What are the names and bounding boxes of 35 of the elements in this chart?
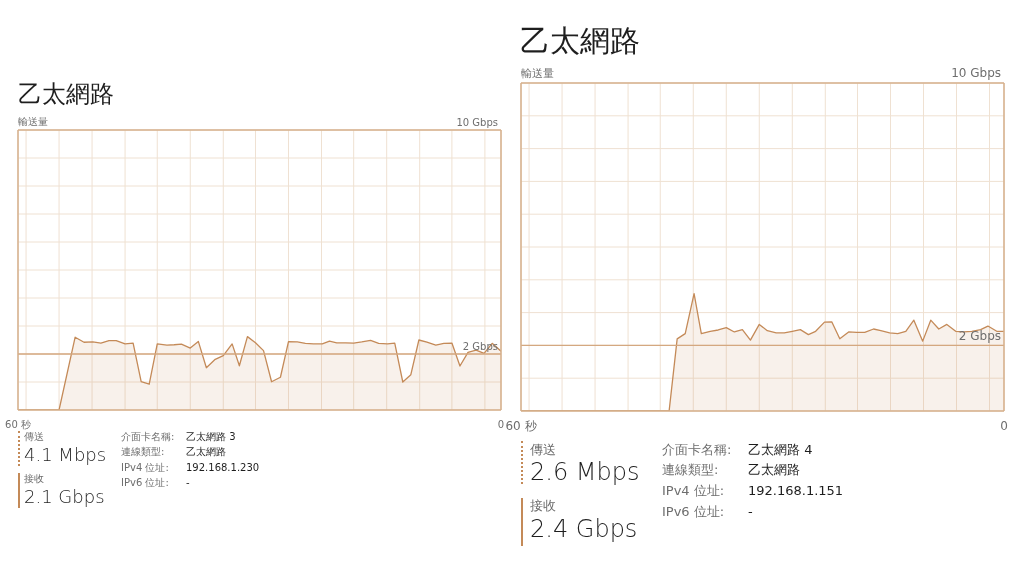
text: 2.4 Gbps (530, 515, 638, 544)
y-axis-title: 輸送量 (18, 116, 48, 128)
text: IPv4 位址: (662, 482, 725, 499)
y-axis-title: 輸送量 (521, 66, 554, 81)
text: 乙太網路 (186, 446, 226, 458)
text: 接收 (530, 497, 556, 514)
text: 2.6 Mbps (530, 458, 640, 487)
text: - (748, 503, 753, 520)
text: 傳送 (530, 441, 556, 458)
text: 傳送 (24, 431, 44, 443)
text: IPv4 位址: (121, 462, 169, 474)
text: 2.1 Gbps (24, 485, 105, 508)
text: 介面卡名稱: (121, 431, 175, 443)
text: 連線類型: (662, 461, 719, 478)
text: 192.168.1.151 (748, 482, 844, 499)
x-tick-label: 0 (1000, 419, 1008, 434)
text: 4.1 Mbps (24, 443, 107, 466)
text: 連線類型: (121, 446, 165, 458)
text: 介面卡名稱: (662, 441, 732, 458)
x-tick-label: 60 秒 (5, 418, 31, 430)
text: IPv6 位址: (121, 477, 169, 489)
text: IPv6 位址: (662, 503, 725, 520)
text: 接收 (24, 473, 44, 485)
text: - (186, 477, 190, 489)
y-tick-label: 2 Gbps (958, 328, 1001, 343)
text: 192.168.1.230 (186, 462, 260, 474)
chart-title: 乙太網路 (18, 80, 114, 109)
text: 乙太網路 (748, 461, 800, 478)
y-tick-label: 10 Gbps (456, 116, 498, 128)
chart-title: 乙太網路 (520, 22, 640, 59)
y-tick-label: 10 Gbps (951, 66, 1001, 81)
text: 乙太網路 4 (748, 441, 813, 458)
text: 乙太網路 3 (186, 431, 236, 443)
x-tick-label: 0 (497, 418, 505, 430)
x-tick-label: 60 秒 (505, 419, 537, 434)
